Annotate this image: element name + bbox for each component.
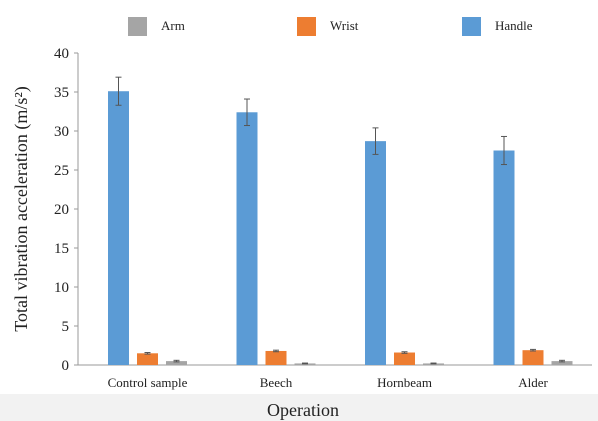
bars [108, 76, 573, 365]
legend-swatch-handle [462, 17, 481, 36]
y-axis-ticks: 0 5 10 15 20 25 30 35 40 [54, 46, 78, 374]
y-tick-label: 0 [62, 358, 70, 374]
x-tick-label: Hornbeam [377, 375, 432, 390]
bar-handle [236, 112, 258, 365]
y-tick-label: 5 [62, 319, 70, 335]
y-tick-label: 10 [54, 280, 69, 296]
bar-wrist [522, 350, 544, 365]
y-tick-label: 15 [54, 241, 69, 257]
y-tick-label: 20 [54, 202, 69, 218]
bar-wrist [394, 352, 415, 365]
x-tick-label: Beech [260, 375, 293, 390]
x-axis-title: Operation [267, 400, 339, 420]
legend-label-handle: Handle [495, 18, 533, 33]
legend-swatch-wrist [297, 17, 316, 36]
bar-handle [493, 150, 515, 365]
legend-label-wrist: Wrist [330, 18, 359, 33]
legend-label-arm: Arm [161, 18, 185, 33]
bottom-band [0, 394, 598, 421]
y-tick-label: 40 [54, 46, 69, 62]
bar-arm [166, 361, 187, 365]
x-tick-label: Alder [518, 375, 548, 390]
bar-wrist [265, 350, 287, 365]
x-tick-label: Control sample [108, 375, 188, 390]
y-tick-label: 35 [54, 85, 69, 101]
legend-swatch-arm [128, 17, 147, 36]
bar-arm [551, 361, 573, 365]
y-axis-title: Total vibration acceleration (m/s²) [11, 86, 32, 332]
bar-handle [365, 141, 386, 365]
bar-wrist [137, 353, 158, 365]
y-tick-label: 30 [54, 124, 69, 140]
x-axis-tick-labels: Control sample Beech Hornbeam Alder [108, 375, 549, 390]
y-tick-label: 25 [54, 163, 69, 179]
bar-handle [108, 91, 129, 365]
legend: Arm Wrist Handle [128, 17, 533, 36]
